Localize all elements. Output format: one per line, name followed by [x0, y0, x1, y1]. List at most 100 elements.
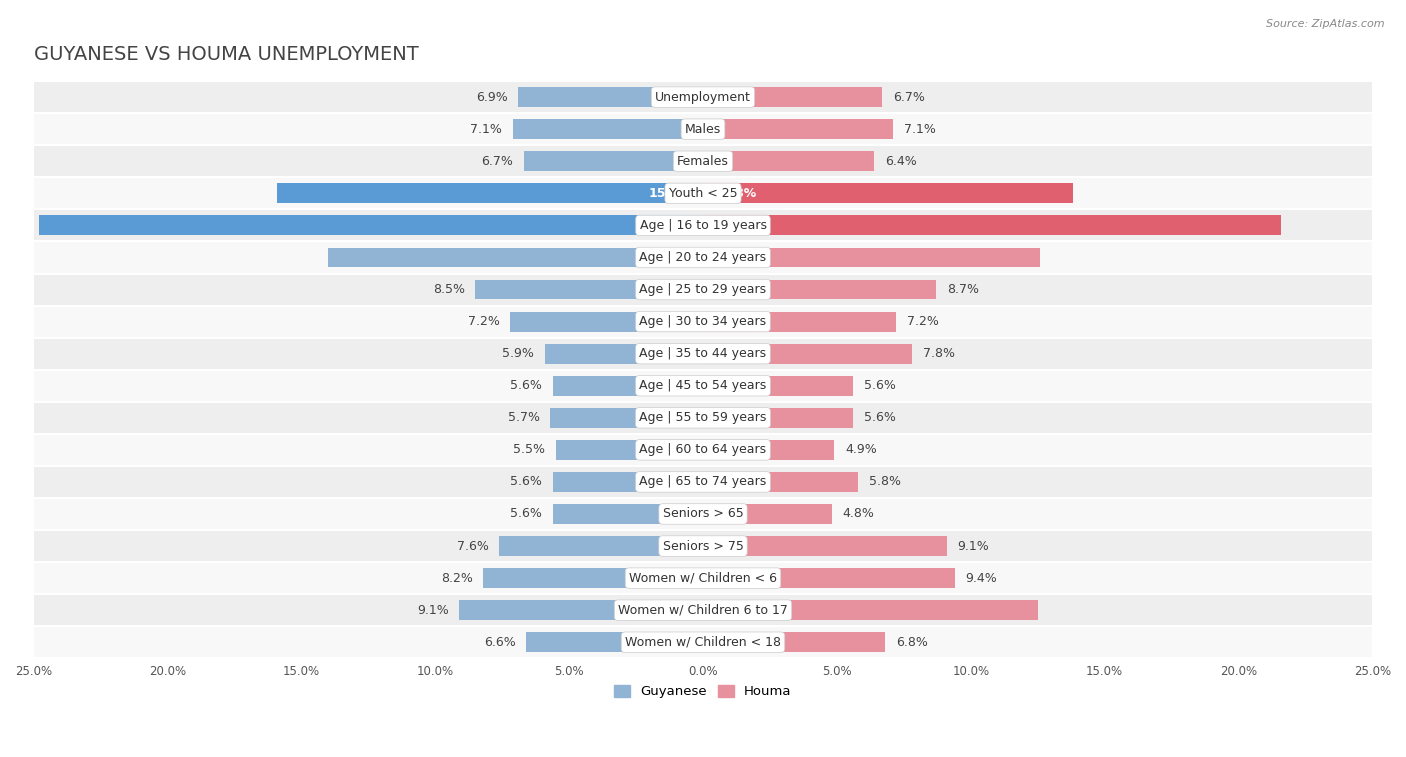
- Text: 5.7%: 5.7%: [508, 411, 540, 424]
- Bar: [328, 248, 703, 267]
- Text: 7.2%: 7.2%: [468, 315, 499, 328]
- Text: 5.9%: 5.9%: [502, 347, 534, 360]
- Bar: [553, 504, 703, 524]
- Text: Females: Females: [678, 154, 728, 168]
- Text: 7.1%: 7.1%: [904, 123, 936, 136]
- Text: Women w/ Children 6 to 17: Women w/ Children 6 to 17: [619, 603, 787, 617]
- Bar: [703, 279, 936, 300]
- Bar: [34, 434, 1372, 466]
- Text: Age | 35 to 44 years: Age | 35 to 44 years: [640, 347, 766, 360]
- Text: 5.5%: 5.5%: [513, 444, 546, 456]
- Text: Source: ZipAtlas.com: Source: ZipAtlas.com: [1267, 19, 1385, 29]
- Text: 9.1%: 9.1%: [416, 603, 449, 617]
- Text: 13.8%: 13.8%: [714, 187, 756, 200]
- Text: 12.5%: 12.5%: [714, 603, 758, 617]
- Text: 12.6%: 12.6%: [714, 251, 756, 264]
- Bar: [34, 81, 1372, 114]
- Bar: [703, 375, 853, 396]
- Bar: [703, 248, 1040, 267]
- Text: Age | 45 to 54 years: Age | 45 to 54 years: [640, 379, 766, 392]
- Text: 8.5%: 8.5%: [433, 283, 464, 296]
- Bar: [34, 594, 1372, 626]
- Bar: [703, 344, 912, 363]
- Bar: [34, 562, 1372, 594]
- Text: 6.8%: 6.8%: [896, 636, 928, 649]
- Bar: [39, 216, 703, 235]
- Text: 6.6%: 6.6%: [484, 636, 516, 649]
- Bar: [703, 504, 831, 524]
- Bar: [34, 241, 1372, 273]
- Text: Males: Males: [685, 123, 721, 136]
- Text: 5.6%: 5.6%: [510, 379, 543, 392]
- Text: 24.8%: 24.8%: [650, 219, 692, 232]
- Text: 8.2%: 8.2%: [441, 572, 472, 584]
- Bar: [553, 472, 703, 492]
- Bar: [34, 114, 1372, 145]
- Bar: [703, 120, 893, 139]
- Text: Seniors > 75: Seniors > 75: [662, 540, 744, 553]
- Text: 5.6%: 5.6%: [510, 475, 543, 488]
- Bar: [34, 145, 1372, 177]
- Bar: [703, 440, 834, 459]
- Text: 7.6%: 7.6%: [457, 540, 489, 553]
- Bar: [703, 216, 1281, 235]
- Text: 7.2%: 7.2%: [907, 315, 938, 328]
- Text: 4.8%: 4.8%: [842, 507, 875, 521]
- Text: 5.8%: 5.8%: [869, 475, 901, 488]
- Text: GUYANESE VS HOUMA UNEMPLOYMENT: GUYANESE VS HOUMA UNEMPLOYMENT: [34, 45, 419, 64]
- Bar: [34, 466, 1372, 498]
- Text: 6.9%: 6.9%: [475, 91, 508, 104]
- Text: Age | 30 to 34 years: Age | 30 to 34 years: [640, 315, 766, 328]
- Text: 14.0%: 14.0%: [648, 251, 692, 264]
- Bar: [34, 210, 1372, 241]
- Bar: [703, 312, 896, 332]
- Text: 4.9%: 4.9%: [845, 444, 877, 456]
- Text: Age | 65 to 74 years: Age | 65 to 74 years: [640, 475, 766, 488]
- Bar: [703, 151, 875, 171]
- Text: Age | 16 to 19 years: Age | 16 to 19 years: [640, 219, 766, 232]
- Bar: [484, 569, 703, 588]
- Text: 7.8%: 7.8%: [922, 347, 955, 360]
- Bar: [34, 338, 1372, 369]
- Bar: [546, 344, 703, 363]
- Bar: [703, 569, 955, 588]
- Text: 9.4%: 9.4%: [966, 572, 997, 584]
- Text: 5.6%: 5.6%: [863, 379, 896, 392]
- Bar: [550, 408, 703, 428]
- Text: Unemployment: Unemployment: [655, 91, 751, 104]
- Bar: [703, 632, 886, 653]
- Bar: [34, 498, 1372, 530]
- Text: 8.7%: 8.7%: [946, 283, 979, 296]
- Bar: [475, 279, 703, 300]
- Bar: [703, 87, 883, 107]
- Bar: [703, 472, 858, 492]
- Text: Youth < 25: Youth < 25: [669, 187, 737, 200]
- Text: Age | 20 to 24 years: Age | 20 to 24 years: [640, 251, 766, 264]
- Bar: [523, 151, 703, 171]
- Bar: [34, 402, 1372, 434]
- Text: 9.1%: 9.1%: [957, 540, 990, 553]
- Text: Women w/ Children < 6: Women w/ Children < 6: [628, 572, 778, 584]
- Bar: [703, 408, 853, 428]
- Text: 7.1%: 7.1%: [470, 123, 502, 136]
- Text: Age | 55 to 59 years: Age | 55 to 59 years: [640, 411, 766, 424]
- Bar: [555, 440, 703, 459]
- Text: Age | 60 to 64 years: Age | 60 to 64 years: [640, 444, 766, 456]
- Bar: [277, 183, 703, 204]
- Legend: Guyanese, Houma: Guyanese, Houma: [609, 680, 797, 704]
- Text: 6.7%: 6.7%: [481, 154, 513, 168]
- Bar: [34, 177, 1372, 210]
- Bar: [34, 273, 1372, 306]
- Text: 5.6%: 5.6%: [863, 411, 896, 424]
- Bar: [703, 536, 946, 556]
- Bar: [34, 306, 1372, 338]
- Text: Seniors > 65: Seniors > 65: [662, 507, 744, 521]
- Bar: [34, 530, 1372, 562]
- Bar: [553, 375, 703, 396]
- Text: 21.6%: 21.6%: [714, 219, 756, 232]
- Text: 6.4%: 6.4%: [886, 154, 917, 168]
- Bar: [460, 600, 703, 620]
- Bar: [499, 536, 703, 556]
- Text: 15.9%: 15.9%: [650, 187, 692, 200]
- Bar: [34, 369, 1372, 402]
